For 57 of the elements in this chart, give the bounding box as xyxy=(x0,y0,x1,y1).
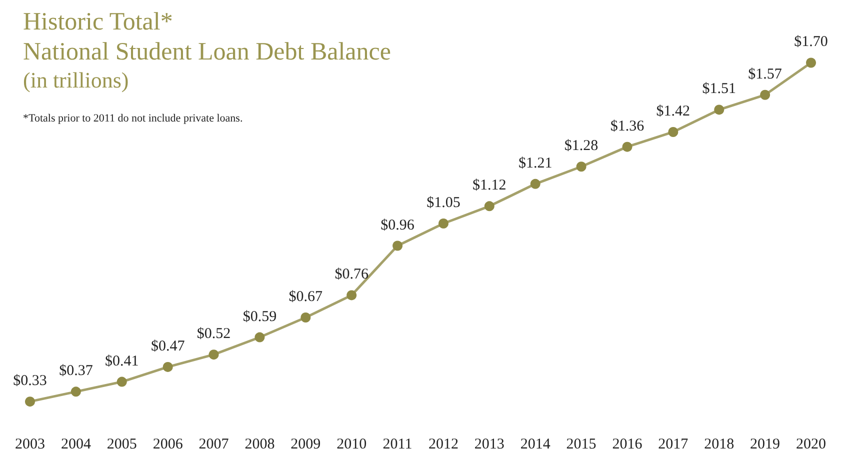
data-label: $1.57 xyxy=(748,66,782,82)
x-tick-label: 2003 xyxy=(15,436,45,452)
x-tick-label: 2020 xyxy=(796,436,826,452)
data-label: $1.28 xyxy=(564,138,598,154)
point xyxy=(668,126,678,137)
chart-subtitle: (in trillions) xyxy=(23,68,129,92)
point xyxy=(116,376,127,387)
x-tick-label: 2012 xyxy=(428,436,458,452)
point xyxy=(25,396,35,407)
chart-title: Historic Total* National Student Loan Debt Balance xyxy=(23,8,391,66)
x-tick-label: 2011 xyxy=(382,436,412,452)
x-tick-label: 2017 xyxy=(658,436,689,452)
data-label: $0.47 xyxy=(150,338,186,354)
point xyxy=(70,386,81,397)
point xyxy=(254,332,265,342)
data-label: $0.33 xyxy=(13,373,47,390)
data-label: $1.42 xyxy=(656,103,690,120)
x-tick-label: 2019 xyxy=(750,436,780,452)
point xyxy=(208,350,219,360)
x-tick-label: 2010 xyxy=(336,436,367,452)
point xyxy=(760,90,770,100)
x-tick-label: 2004 xyxy=(60,436,92,452)
point xyxy=(530,178,540,189)
point xyxy=(714,104,724,115)
point xyxy=(806,58,816,68)
point xyxy=(162,362,173,372)
x-tick-label: 2014 xyxy=(520,436,551,452)
data-label: $1.51 xyxy=(702,81,736,98)
x-tick-label: 2009 xyxy=(290,436,321,452)
point xyxy=(484,201,494,212)
x-tick-label: 2013 xyxy=(474,436,504,452)
x-tick-label: 2006 xyxy=(152,436,184,452)
data-label: $1.70 xyxy=(794,34,828,50)
data-label: $1.05 xyxy=(426,195,460,211)
x-tick-label: 2005 xyxy=(106,436,137,452)
data-label: $0.67 xyxy=(288,288,324,305)
point xyxy=(438,218,448,228)
point xyxy=(346,290,357,300)
point xyxy=(576,162,586,172)
x-tick-label: 2007 xyxy=(198,436,230,452)
data-label: $0.76 xyxy=(334,266,369,283)
data-label: $1.36 xyxy=(610,118,645,134)
x-tick-label: 2015 xyxy=(566,436,596,452)
annotation: *Totals prior to 2011 do not include private loans. xyxy=(23,112,243,124)
point xyxy=(622,142,632,152)
point xyxy=(300,312,311,322)
data-label: $1.12 xyxy=(472,178,506,194)
x-tick-label: 2016 xyxy=(612,436,643,452)
point xyxy=(392,240,403,251)
data-label: $1.21 xyxy=(518,155,552,172)
data-label: $0.52 xyxy=(196,326,231,342)
data-label: $0.37 xyxy=(59,363,94,380)
x-tick-label: 2008 xyxy=(244,436,275,452)
x-tick-label: 2018 xyxy=(704,436,734,452)
data-label: $0.59 xyxy=(242,308,277,325)
data-label: $0.41 xyxy=(105,353,139,370)
data-label: $0.96 xyxy=(380,217,415,234)
